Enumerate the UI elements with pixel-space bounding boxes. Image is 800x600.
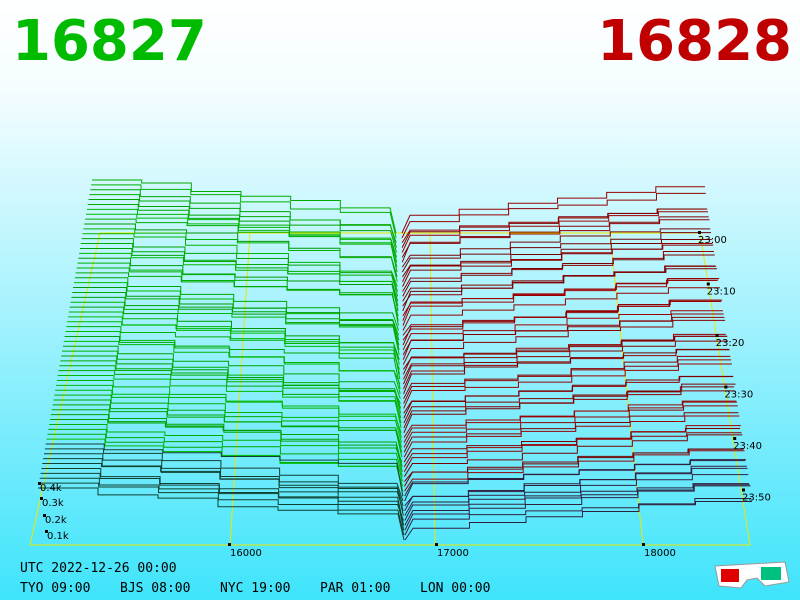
- bid-depth-line: [38, 487, 405, 541]
- ask-depth-line: [403, 415, 740, 458]
- bid-depth-line: [42, 463, 404, 516]
- price-label: 17000: [437, 548, 469, 559]
- ask-depth-line: [402, 278, 720, 326]
- bid-depth-line: [83, 228, 398, 282]
- ask-price: 16828: [597, 9, 792, 74]
- price-label: 18000: [644, 548, 676, 559]
- ask-depth-line: [402, 287, 720, 331]
- zone-time: BJS 08:00: [120, 581, 190, 596]
- time-label: 23:50: [742, 493, 771, 504]
- time-label: 23:40: [733, 441, 762, 452]
- bid-depth-line: [48, 428, 403, 482]
- bid-depth-line: [85, 218, 398, 273]
- time-label: 23:10: [707, 287, 736, 298]
- depth-label: 0.2k: [45, 515, 67, 526]
- tick-dot: [228, 543, 231, 546]
- tick-dot: [698, 231, 701, 234]
- bid-depth-line: [91, 184, 397, 238]
- ask-depth-line: [402, 299, 723, 346]
- time-label: 23:20: [716, 338, 745, 349]
- ask-depth-line: [404, 500, 752, 541]
- bid-depth-line: [52, 404, 403, 458]
- price-label: 16000: [230, 548, 262, 559]
- tick-dot: [45, 530, 48, 533]
- ask-depth-line: [402, 268, 717, 312]
- ask-depth-line: [403, 432, 742, 473]
- tick-dot: [43, 514, 46, 517]
- bid-depth-line: [67, 321, 401, 375]
- depth-lines: [38, 179, 752, 541]
- tick-dot: [724, 385, 728, 389]
- bid-depth-line: [64, 335, 401, 390]
- depth-label: 0.1k: [47, 531, 69, 542]
- utc-time: UTC 2022-12-26 00:00: [20, 561, 177, 576]
- depth-label: 0.4k: [40, 483, 62, 494]
- time-zones: TYO 09:00 BJS 08:00 NYC 19:00 PAR 01:00 LON …: [20, 581, 490, 596]
- zone-time: NYC 19:00: [220, 581, 290, 596]
- ask-depth-line: [401, 219, 710, 263]
- ask-depth-line: [401, 232, 711, 273]
- tick-dot: [642, 543, 645, 546]
- ask-depth-line: [404, 459, 747, 502]
- ask-depth-line: [403, 349, 730, 394]
- zone-time: LON 00:00: [420, 581, 490, 596]
- ask-depth-line: [401, 192, 706, 239]
- bid-depth-line: [75, 272, 399, 326]
- tick-dot: [435, 543, 438, 546]
- depth-label: 0.3k: [42, 498, 64, 509]
- bid-depth-line: [66, 326, 401, 380]
- time-label: 23:30: [724, 390, 753, 401]
- ask-depth-line: [402, 319, 726, 365]
- 3d-glasses-icon: [714, 561, 790, 589]
- tick-dot: [715, 334, 719, 337]
- bid-depth-line: [62, 345, 401, 399]
- ask-depth-line: [402, 244, 714, 287]
- zone-time: PAR 01:00: [320, 581, 390, 596]
- bid-depth-line: [50, 419, 403, 472]
- tick-dot: [742, 488, 745, 492]
- zone-time: TYO 09:00: [20, 581, 90, 596]
- ask-depth-line: [403, 363, 732, 409]
- tick-dot: [38, 482, 41, 485]
- ask-depth-line: [402, 254, 715, 297]
- bid-depth-line: [45, 443, 404, 497]
- axis-labels: 0.4k 0.3k 0.2k 0.1k 16000 17000 18000 23:00 23:1…: [38, 231, 771, 559]
- bid-depth-line: [63, 340, 401, 394]
- ask-depth-line: [402, 310, 723, 351]
- bid-depth-line: [56, 384, 402, 438]
- bid-depth-line: [49, 423, 403, 477]
- bid-depth-line: [56, 379, 402, 433]
- ask-depth-line: [403, 383, 736, 433]
- tick-dot: [733, 437, 737, 440]
- tick-dot: [40, 497, 43, 500]
- ask-depth-line: [404, 485, 751, 531]
- ask-depth-line: [404, 497, 752, 536]
- bid-depth-line: [57, 375, 402, 429]
- bid-depth-line: [70, 301, 400, 355]
- time-label: 23:00: [698, 235, 727, 246]
- tick-dot: [706, 282, 710, 286]
- bid-price: 16827: [12, 9, 207, 74]
- ask-depth-line: [403, 434, 743, 477]
- ask-depth-line: [403, 375, 734, 419]
